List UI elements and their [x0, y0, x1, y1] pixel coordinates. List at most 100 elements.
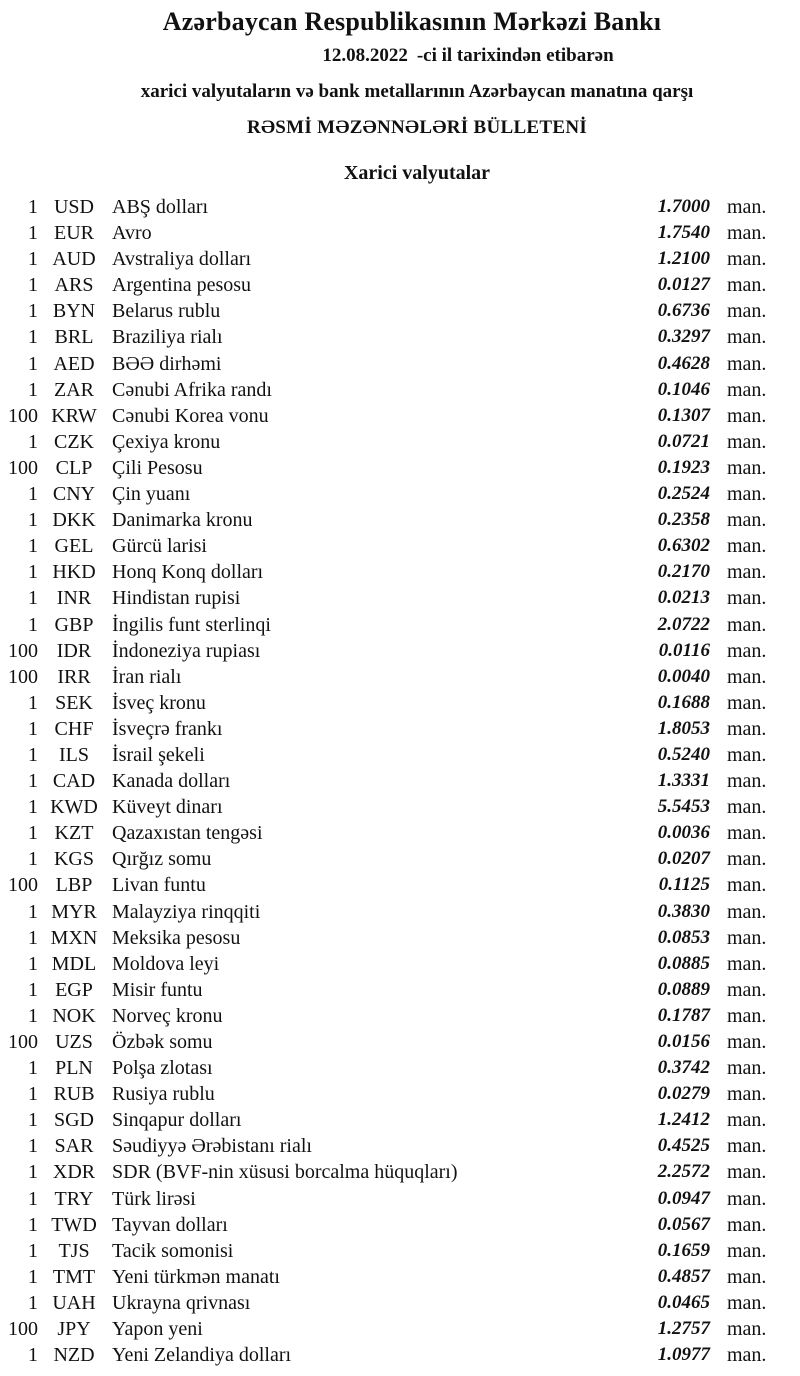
- rate-value: 0.0127: [657, 274, 710, 296]
- rate-unit: man.: [727, 717, 767, 740]
- currency-code: EUR: [54, 222, 94, 245]
- nominal-amount: 100: [8, 665, 38, 688]
- rate-value: 0.0885: [657, 952, 710, 974]
- rate-value: 0.3830: [657, 900, 710, 922]
- table-row: 1 EUR Avro 1.7540 man.: [0, 220, 800, 246]
- currency-code: XDR: [52, 1161, 96, 1184]
- table-row: 1 AED BƏƏ dirhəmi 0.4628 man.: [0, 351, 800, 377]
- rate-value: 0.2358: [657, 509, 710, 531]
- rate-value: 1.2100: [657, 248, 710, 270]
- currency-name: Argentina pesosu: [112, 274, 252, 297]
- currency-name: SDR (BVF-nin xüsusi borcalma hüquqları): [112, 1161, 458, 1184]
- currency-code: BYN: [52, 300, 96, 323]
- table-row: 100 LBP Livan funtu 0.1125 man.: [0, 872, 800, 898]
- rate-unit: man.: [727, 1057, 767, 1080]
- rate-unit: man.: [727, 1344, 767, 1367]
- table-row: 1 SGD Sinqapur dolları 1.2412 man.: [0, 1107, 800, 1133]
- nominal-amount: 1: [28, 926, 38, 949]
- rate-value: 0.1307: [657, 404, 710, 426]
- currency-name: Honq Konq dolları: [112, 561, 264, 584]
- nominal-amount: 1: [28, 1187, 38, 1210]
- rate-unit: man.: [727, 404, 767, 427]
- nominal-amount: 1: [28, 822, 38, 845]
- rate-unit: man.: [727, 1187, 767, 1210]
- currency-code: UZS: [55, 1031, 93, 1053]
- currency-code: CZK: [54, 430, 94, 453]
- currency-code: ZAR: [54, 378, 94, 401]
- currency-name: Tayvan dolları: [112, 1213, 228, 1236]
- rate-unit: man.: [727, 1109, 767, 1132]
- rate-value: 2.2572: [657, 1161, 710, 1183]
- rate-value: 0.1046: [657, 378, 710, 400]
- currency-code: IDR: [56, 639, 92, 662]
- rate-unit: man.: [727, 1004, 767, 1027]
- rate-value: 0.1923: [657, 456, 710, 478]
- rates-table: 1 USD ABŞ dolları 1.7000 man. 1 EUR Avro…: [0, 194, 800, 1368]
- table-row: 1 ZAR Cənubi Afrika randı 0.1046 man.: [0, 377, 800, 403]
- nominal-amount: 1: [28, 900, 38, 923]
- nominal-amount: 100: [8, 874, 38, 897]
- table-row: 1 ARS Argentina pesosu 0.0127 man.: [0, 272, 800, 298]
- currency-name: Yapon yeni: [112, 1318, 203, 1341]
- currency-code: CAD: [52, 770, 96, 793]
- currency-name: Çili Pesosu: [112, 456, 203, 479]
- table-row: 1 MYR Malayziya rinqqiti 0.3830 man.: [0, 899, 800, 925]
- rate-value: 0.0465: [657, 1291, 710, 1313]
- rate-unit: man.: [727, 900, 767, 923]
- rate-value: 1.2757: [657, 1318, 710, 1340]
- currency-name: Kanada dolları: [112, 770, 231, 793]
- bank-name-title: Azərbaycan Respublikasının Mərkəzi Bankı: [162, 7, 662, 36]
- table-row: 1 EGP Misir funtu 0.0889 man.: [0, 977, 800, 1003]
- rate-unit: man.: [727, 1031, 767, 1053]
- subject-line: xarici valyutaların və bank metallarının…: [140, 81, 694, 102]
- rate-unit: man.: [727, 326, 767, 349]
- rate-unit: man.: [727, 743, 767, 766]
- nominal-amount: 1: [28, 1004, 38, 1027]
- rate-unit: man.: [727, 378, 767, 401]
- rate-value: 1.8053: [657, 717, 710, 739]
- currency-code: TMT: [52, 1265, 96, 1288]
- effective-date: 12.08.2022: [322, 45, 408, 66]
- currency-name: Rusiya rublu: [112, 1083, 215, 1106]
- rate-value: 0.0036: [657, 822, 710, 844]
- rate-unit: man.: [727, 509, 767, 532]
- rate-value: 0.2524: [657, 483, 710, 505]
- currency-name: Belarus rublu: [112, 300, 221, 323]
- rate-value: 5.5453: [657, 796, 710, 818]
- table-row: 1 GEL Gürcü larisi 0.6302 man.: [0, 533, 800, 559]
- rate-value: 0.0116: [658, 639, 710, 661]
- table-row: 1 USD ABŞ dolları 1.7000 man.: [0, 194, 800, 220]
- rate-unit: man.: [727, 874, 767, 897]
- rate-unit: man.: [727, 196, 767, 218]
- currency-code: LBP: [55, 874, 93, 897]
- currency-name: Küveyt dinarı: [112, 796, 223, 819]
- nominal-amount: 1: [28, 743, 38, 766]
- nominal-amount: 1: [28, 1344, 38, 1367]
- nominal-amount: 1: [28, 561, 38, 584]
- nominal-amount: 1: [28, 274, 38, 297]
- nominal-amount: 1: [28, 1083, 38, 1106]
- currency-name: Özbək somu: [112, 1031, 213, 1053]
- table-row: 100 KRW Cənubi Korea vonu 0.1307 man.: [0, 403, 800, 429]
- rate-unit: man.: [727, 535, 767, 558]
- currency-name: Misir funtu: [112, 978, 203, 1001]
- currency-name: Danimarka kronu: [112, 509, 253, 532]
- effective-date-line: 12.08.2022 -ci il tarixindən etibarən: [68, 38, 800, 74]
- currency-code: TRY: [54, 1187, 94, 1210]
- table-row: 1 TWD Tayvan dolları 0.0567 man.: [0, 1212, 800, 1238]
- table-row: 1 PLN Polşa zlotası 0.3742 man.: [0, 1055, 800, 1081]
- rate-unit: man.: [727, 978, 767, 1001]
- rate-unit: man.: [727, 848, 767, 871]
- table-row: 1 XDR SDR (BVF-nin xüsusi borcalma hüquq…: [0, 1159, 800, 1185]
- rate-value: 1.0977: [657, 1344, 710, 1366]
- table-row: 1 DKK Danimarka kronu 0.2358 man.: [0, 507, 800, 533]
- bulletin-header: Azərbaycan Respublikasının Mərkəzi Bankı…: [0, 0, 800, 146]
- currency-code: CLP: [55, 456, 93, 479]
- rate-value: 0.0279: [657, 1083, 710, 1105]
- currency-code: BRL: [54, 326, 94, 349]
- nominal-amount: 1: [28, 222, 38, 245]
- nominal-amount: 1: [28, 483, 38, 506]
- nominal-amount: 1: [28, 535, 38, 558]
- rate-value: 0.2170: [657, 561, 710, 583]
- currency-name: Səudiyyə Ərəbistanı rialı: [112, 1135, 312, 1158]
